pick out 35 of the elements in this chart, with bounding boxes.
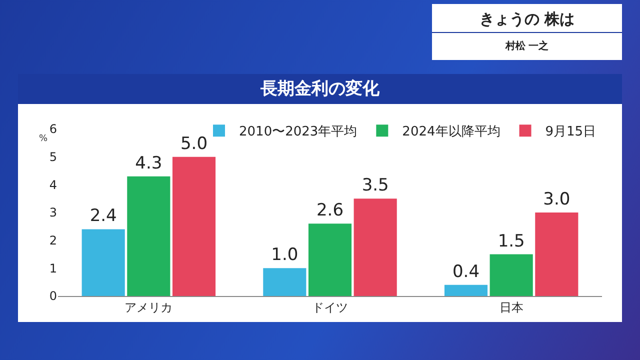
- bar: [354, 198, 397, 296]
- bar: [444, 284, 488, 296]
- legend-label: 2010〜2023年平均: [239, 124, 358, 140]
- x-tick-label: 日本: [499, 300, 524, 314]
- legend-label: 2024年以降平均: [402, 124, 500, 140]
- text: きょうの 株は: [432, 4, 622, 33]
- x-tick-label: アメリカ: [124, 300, 173, 314]
- bar: [308, 224, 352, 296]
- bar: [263, 268, 306, 296]
- text: 村松 一之: [504, 39, 550, 53]
- chart-title: 長期金利の変化: [18, 74, 622, 104]
- data-label: 1.0: [271, 245, 298, 266]
- bar: [127, 176, 170, 296]
- legend-label: 9月15日: [545, 124, 596, 140]
- y-tick-label: 3: [49, 206, 57, 220]
- data-label: 2.6: [316, 200, 344, 221]
- data-label: 4.3: [135, 153, 162, 174]
- bar: [535, 212, 578, 296]
- y-tick-label: 4: [49, 178, 57, 192]
- data-label: 3.0: [543, 190, 570, 210]
- y-tick-label: 5: [49, 150, 57, 164]
- y-tick-label: 2: [49, 234, 57, 248]
- data-label: 3.5: [362, 176, 389, 196]
- y-tick-label: 1: [49, 261, 57, 276]
- data-label: 5.0: [180, 134, 208, 154]
- data-label: 2.4: [90, 206, 117, 226]
- x-tick-label: ドイツ: [312, 300, 348, 314]
- y-tick-label: 0: [49, 289, 57, 304]
- data-label: 1.5: [498, 231, 525, 252]
- bar: [490, 254, 533, 296]
- y-tick-label: 6: [49, 122, 57, 136]
- y-axis-title: %: [39, 134, 48, 144]
- bar: [172, 156, 216, 296]
- bar: [82, 229, 125, 296]
- data-label: 0.4: [452, 262, 480, 282]
